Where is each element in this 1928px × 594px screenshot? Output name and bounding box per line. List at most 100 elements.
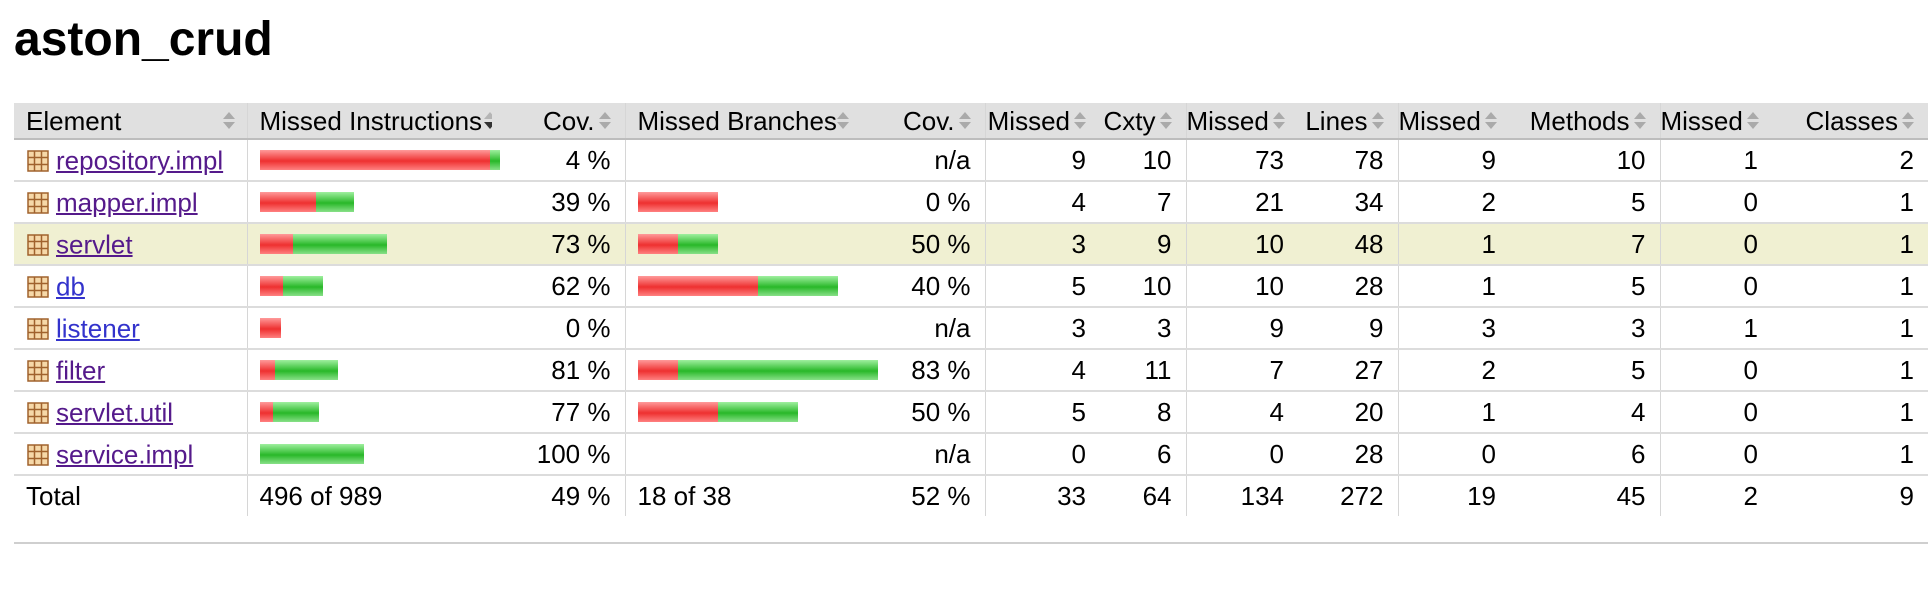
covered-branches-bar — [677, 360, 878, 380]
column-header-label: Missed — [1660, 105, 1743, 136]
total-missed-methods: 19 — [1397, 475, 1510, 516]
column-header-13[interactable]: Classes — [1772, 103, 1928, 140]
page-title: aston_crud — [14, 13, 273, 66]
column-header-7[interactable]: Cxty — [1100, 103, 1186, 140]
missed-methods: 1 — [1397, 265, 1510, 308]
sort-arrows-icon[interactable] — [958, 111, 971, 131]
column-header-label: Element — [26, 105, 122, 136]
package-link[interactable]: db — [56, 271, 85, 302]
total-instructions: 496 of 989 — [246, 475, 492, 516]
missed-methods: 0 — [1397, 433, 1510, 476]
sort-arrows-icon[interactable] — [1272, 111, 1285, 131]
covered-instructions-bar — [259, 444, 364, 464]
branches-coverage: 50 % — [865, 391, 985, 434]
sort-arrows-icon[interactable] — [1074, 111, 1086, 131]
package-link[interactable]: servlet.util — [56, 397, 174, 428]
column-header-11[interactable]: Methods — [1510, 103, 1660, 140]
column-header-label: Missed Branches — [637, 105, 837, 136]
missed-lines: 0 — [1185, 433, 1298, 476]
total-instructions-coverage: 49 % — [551, 480, 611, 511]
sort-arrows-icon[interactable] — [1633, 111, 1646, 131]
sort-arrows-icon[interactable] — [1371, 111, 1384, 131]
element-cell: listener — [14, 307, 247, 350]
methods: 4 — [1510, 391, 1660, 434]
total-complexity: 64 — [1142, 480, 1172, 511]
sort-arrows-icon[interactable] — [598, 111, 611, 131]
classes: 1 — [1772, 391, 1928, 434]
column-header-9[interactable]: Lines — [1298, 103, 1398, 140]
sort-arrows-icon[interactable] — [1902, 111, 1914, 131]
covered-instructions-bar — [292, 234, 387, 254]
column-header-5[interactable]: Cov. — [865, 103, 985, 140]
column-header-label: Missed — [987, 105, 1070, 136]
lines: 34 — [1298, 181, 1398, 224]
missed-branches-bar — [637, 234, 678, 254]
sort-arrows-icon[interactable] — [837, 111, 849, 131]
column-header-1[interactable]: Element — [14, 103, 247, 140]
instructions-bar — [246, 265, 492, 308]
element-cell: db — [14, 265, 247, 308]
table-row: mapper.impl 39 % 0 % 4 7 21 34 2 5 0 1 — [14, 181, 1928, 224]
total-missed-complexity: 33 — [984, 475, 1100, 516]
instructions-coverage: 81 % — [492, 349, 625, 392]
element-cell: mapper.impl — [14, 181, 247, 224]
complexity: 3 — [1100, 307, 1186, 350]
instructions-bar — [246, 391, 492, 434]
package-icon — [27, 318, 49, 340]
total-classes: 9 — [1899, 480, 1914, 511]
classes: 1 — [1772, 349, 1928, 392]
instructions-coverage: 100 % — [492, 433, 625, 476]
missed-classes: 1 — [1659, 139, 1772, 182]
column-header-label: Lines — [1305, 105, 1368, 136]
total-row: Total 496 of 989 49 % 18 of 38 52 % 33 64 134 27… — [14, 475, 1928, 516]
column-header-10[interactable]: Missed — [1397, 103, 1510, 140]
lines: 28 — [1298, 433, 1398, 476]
missed-lines: 21 — [1185, 181, 1298, 224]
missed-lines: 4 — [1185, 391, 1298, 434]
missed-lines: 10 — [1185, 223, 1298, 266]
sort-arrows-icon[interactable] — [1159, 111, 1172, 131]
missed-complexity: 5 — [984, 391, 1100, 434]
table-row: filter 81 % 83 % 4 11 7 27 2 5 0 1 — [14, 349, 1928, 392]
package-link[interactable]: service.impl — [56, 439, 194, 470]
lines: 48 — [1298, 223, 1398, 266]
table-row: db 62 % 40 % 5 10 10 28 1 5 0 1 — [14, 265, 1928, 308]
total-missed-lines: 134 — [1185, 475, 1298, 516]
package-link[interactable]: servlet — [56, 229, 133, 260]
column-header-6[interactable]: Missed — [984, 103, 1100, 140]
package-link[interactable]: repository.impl — [56, 145, 224, 176]
package-icon — [27, 402, 49, 424]
package-link[interactable]: listener — [56, 313, 140, 344]
missed-methods: 3 — [1397, 307, 1510, 350]
complexity: 11 — [1100, 349, 1186, 392]
methods: 6 — [1510, 433, 1660, 476]
covered-instructions-bar — [274, 360, 338, 380]
classes: 1 — [1772, 181, 1928, 224]
instructions-bar — [246, 433, 492, 476]
missed-complexity: 0 — [984, 433, 1100, 476]
column-header-4[interactable]: Missed Branches — [624, 103, 865, 140]
total-branches-coverage: 52 % — [911, 480, 971, 511]
covered-instructions-bar — [489, 150, 500, 170]
complexity: 9 — [1100, 223, 1186, 266]
column-header-8[interactable]: Missed — [1185, 103, 1298, 140]
covered-instructions-bar — [282, 276, 323, 296]
column-header-label: Missed — [1186, 105, 1269, 136]
branches-coverage: n/a — [865, 433, 985, 476]
missed-complexity: 5 — [984, 265, 1100, 308]
missed-instructions-bar — [259, 234, 293, 254]
sort-arrows-icon[interactable] — [1746, 111, 1759, 131]
covered-branches-bar — [677, 234, 718, 254]
element-cell: servlet.util — [14, 391, 247, 434]
sort-arrows-icon[interactable] — [484, 111, 497, 131]
column-header-12[interactable]: Missed — [1659, 103, 1772, 140]
sort-arrows-icon[interactable] — [1484, 111, 1497, 131]
missed-instructions-bar — [259, 192, 316, 212]
column-header-2[interactable]: Missed Instructions — [246, 103, 497, 140]
sort-arrows-icon[interactable] — [222, 111, 235, 131]
package-link[interactable]: filter — [56, 355, 106, 386]
table-row: servlet 73 % 50 % 3 9 10 48 1 7 0 1 — [14, 223, 1928, 266]
instructions-coverage: 73 % — [492, 223, 625, 266]
column-header-3[interactable]: Cov. — [492, 103, 625, 140]
package-link[interactable]: mapper.impl — [56, 187, 198, 218]
